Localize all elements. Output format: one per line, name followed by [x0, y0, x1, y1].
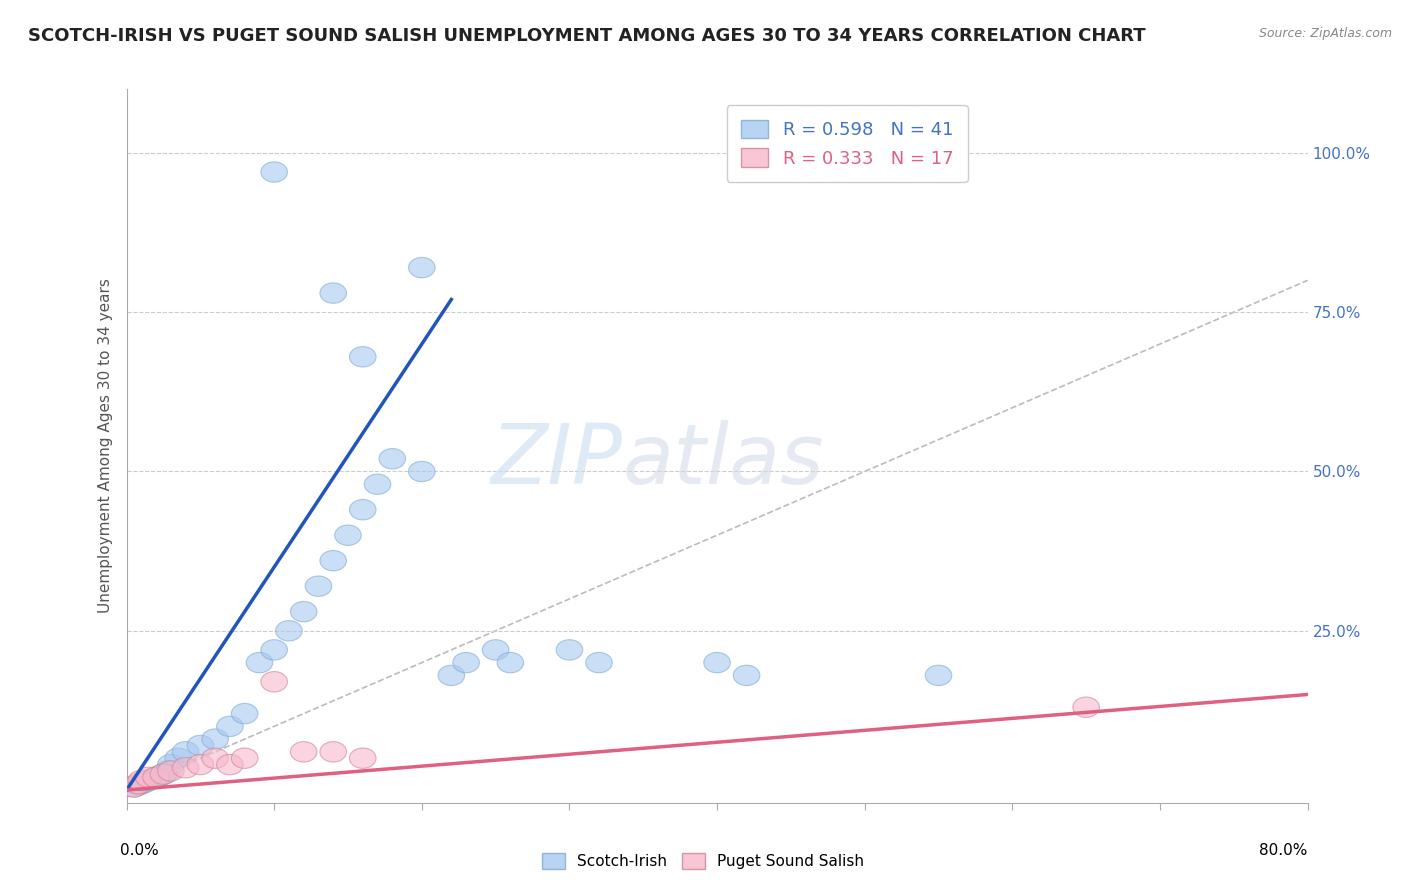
Ellipse shape	[232, 748, 257, 768]
Ellipse shape	[165, 748, 191, 768]
Ellipse shape	[380, 449, 405, 469]
Ellipse shape	[157, 755, 184, 775]
Ellipse shape	[217, 716, 243, 737]
Text: ZIP: ZIP	[491, 420, 623, 500]
Text: 80.0%: 80.0%	[1260, 843, 1308, 858]
Ellipse shape	[409, 258, 434, 277]
Ellipse shape	[350, 500, 375, 520]
Ellipse shape	[121, 777, 148, 797]
Text: atlas: atlas	[623, 420, 824, 500]
Ellipse shape	[321, 741, 346, 762]
Ellipse shape	[291, 601, 316, 622]
Ellipse shape	[364, 474, 391, 494]
Ellipse shape	[925, 665, 952, 686]
Ellipse shape	[131, 772, 157, 793]
Ellipse shape	[350, 748, 375, 768]
Ellipse shape	[305, 576, 332, 597]
Ellipse shape	[150, 764, 177, 784]
Ellipse shape	[1073, 697, 1099, 717]
Ellipse shape	[350, 347, 375, 367]
Ellipse shape	[135, 767, 162, 788]
Ellipse shape	[262, 640, 287, 660]
Ellipse shape	[139, 768, 166, 789]
Y-axis label: Unemployment Among Ages 30 to 34 years: Unemployment Among Ages 30 to 34 years	[97, 278, 112, 614]
Ellipse shape	[734, 665, 759, 686]
Ellipse shape	[128, 771, 155, 790]
Legend: R = 0.598   N = 41, R = 0.333   N = 17: R = 0.598 N = 41, R = 0.333 N = 17	[727, 105, 967, 182]
Ellipse shape	[135, 771, 162, 790]
Ellipse shape	[187, 755, 214, 775]
Ellipse shape	[121, 777, 148, 797]
Ellipse shape	[202, 729, 228, 749]
Text: 0.0%: 0.0%	[120, 843, 159, 858]
Ellipse shape	[146, 766, 173, 786]
Ellipse shape	[291, 741, 316, 762]
Ellipse shape	[262, 161, 287, 182]
Ellipse shape	[143, 767, 169, 788]
Ellipse shape	[157, 761, 184, 781]
Ellipse shape	[232, 704, 257, 723]
Ellipse shape	[202, 748, 228, 768]
Ellipse shape	[498, 652, 523, 673]
Legend: Scotch-Irish, Puget Sound Salish: Scotch-Irish, Puget Sound Salish	[536, 847, 870, 875]
Ellipse shape	[453, 652, 479, 673]
Ellipse shape	[173, 741, 198, 762]
Ellipse shape	[586, 652, 612, 673]
Ellipse shape	[409, 461, 434, 482]
Ellipse shape	[482, 640, 509, 660]
Ellipse shape	[155, 761, 181, 781]
Ellipse shape	[321, 550, 346, 571]
Ellipse shape	[246, 652, 273, 673]
Ellipse shape	[143, 767, 169, 788]
Ellipse shape	[262, 672, 287, 692]
Ellipse shape	[125, 773, 152, 794]
Ellipse shape	[704, 652, 730, 673]
Text: SCOTCH-IRISH VS PUGET SOUND SALISH UNEMPLOYMENT AMONG AGES 30 TO 34 YEARS CORREL: SCOTCH-IRISH VS PUGET SOUND SALISH UNEMP…	[28, 27, 1146, 45]
Ellipse shape	[439, 665, 464, 686]
Text: Source: ZipAtlas.com: Source: ZipAtlas.com	[1258, 27, 1392, 40]
Ellipse shape	[557, 640, 582, 660]
Ellipse shape	[276, 621, 302, 641]
Ellipse shape	[321, 283, 346, 303]
Ellipse shape	[217, 755, 243, 775]
Ellipse shape	[150, 764, 177, 784]
Ellipse shape	[125, 775, 152, 795]
Ellipse shape	[335, 525, 361, 545]
Ellipse shape	[187, 735, 214, 756]
Ellipse shape	[128, 773, 155, 794]
Ellipse shape	[173, 757, 198, 778]
